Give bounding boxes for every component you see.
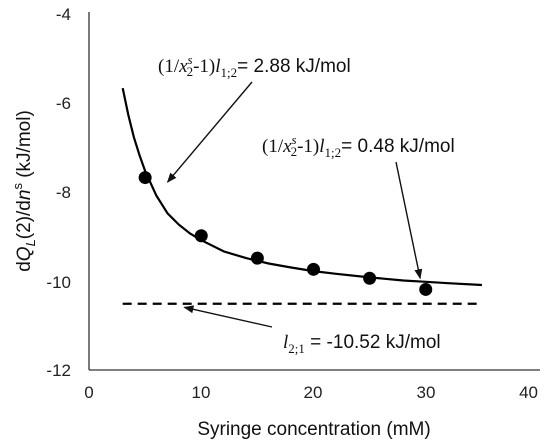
data-point	[138, 171, 152, 185]
y-tick-label: -12	[46, 361, 71, 380]
data-point	[307, 262, 320, 276]
x-axis-label: Syringe concentration (mM)	[197, 419, 430, 440]
data-point	[194, 229, 208, 243]
annotation-upper: (1/xs 2-1)l1;2= 2.88 kJ/mol	[158, 52, 351, 80]
x-tick-label: 40	[519, 383, 538, 402]
fit-curve-line	[121, 87, 482, 287]
data-point	[250, 251, 264, 265]
y-tick-label: -4	[56, 5, 71, 24]
x-tick-label: 30	[417, 383, 436, 402]
annotation-lower: l2;1 = -10.52 kJ/mol	[283, 332, 441, 356]
y-tick-label: -8	[56, 183, 71, 202]
x-tick-label: 20	[304, 383, 323, 402]
y-axis-label: dQL(2)/dns (kJ/mol)	[10, 110, 38, 272]
annotation-middle-arrow	[395, 161, 423, 280]
data-point	[419, 282, 433, 296]
data-point	[363, 271, 377, 285]
annotation-middle: (1/xs 2-1)l1;2= 0.48 kJ/mol	[262, 132, 455, 160]
x-tick-label: 0	[84, 383, 93, 402]
annotation-lower-arrow	[183, 305, 273, 328]
y-tick-label: -10	[46, 273, 71, 292]
x-tick-label: 10	[192, 383, 211, 402]
y-tick-label: -6	[56, 94, 71, 113]
annotation-upper-arrow	[166, 81, 253, 183]
